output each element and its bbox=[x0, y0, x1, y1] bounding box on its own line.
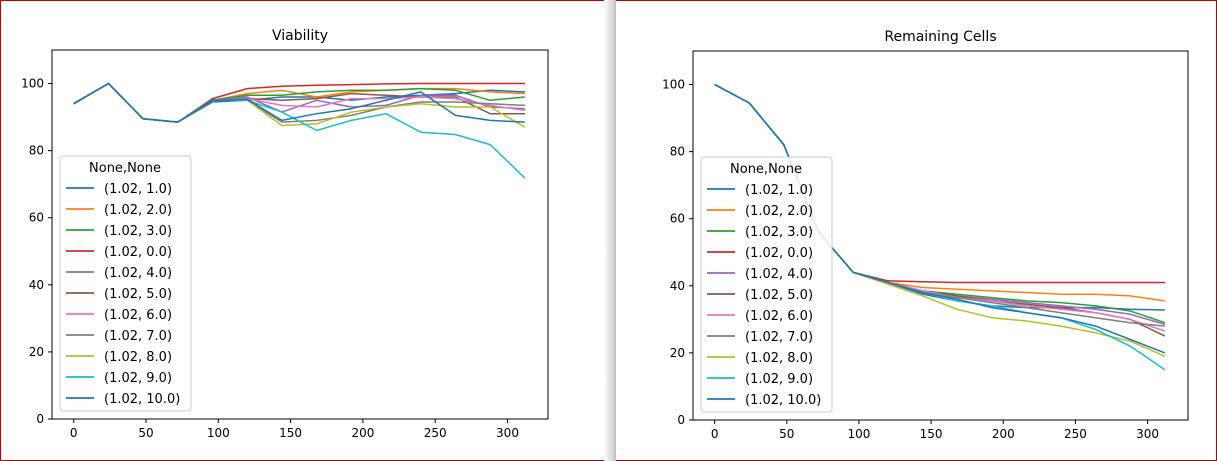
legend-entry-label: (1.02, 3.0) bbox=[745, 225, 813, 240]
legend-entry-label: (1.02, 0.0) bbox=[745, 246, 813, 261]
y-tick-label: 100 bbox=[21, 77, 44, 91]
legend-entry-label: (1.02, 7.0) bbox=[745, 330, 813, 345]
remaining-cells-chart: Remaining Cells 0 50 100 150 200 250 300 0 20 40 6… bbox=[662, 29, 1189, 441]
legend-entry-label: (1.02, 0.0) bbox=[104, 245, 172, 260]
y-tick-label: 80 bbox=[29, 144, 44, 158]
x-tick-label: 50 bbox=[779, 427, 794, 441]
viability-chart-title: Viability bbox=[272, 28, 328, 44]
legend-entry-label: (1.02, 4.0) bbox=[745, 267, 813, 282]
x-tick-label: 0 bbox=[70, 426, 78, 440]
x-tick-label: 150 bbox=[279, 426, 302, 440]
remaining-cells-chart-title: Remaining Cells bbox=[884, 29, 996, 45]
viability-chart: Viability 0 50 100 150 200 250 300 0 20 40 60 80 100… bbox=[21, 28, 549, 440]
legend-entry-label: (1.02, 6.0) bbox=[745, 309, 813, 324]
legend-entry-label: (1.02, 8.0) bbox=[745, 351, 813, 366]
legend-entry-label: (1.02, 9.0) bbox=[745, 372, 813, 387]
legend-title: None,None bbox=[89, 161, 161, 176]
y-tick-label: 80 bbox=[670, 145, 685, 159]
x-tick-label: 200 bbox=[351, 426, 374, 440]
legend-entry-label: (1.02, 4.0) bbox=[104, 266, 172, 281]
y-tick-label: 60 bbox=[670, 212, 685, 226]
x-tick-label: 100 bbox=[848, 427, 871, 441]
y-tick-label: 0 bbox=[677, 413, 685, 427]
x-tick-label: 250 bbox=[424, 426, 447, 440]
legend-entry-label: (1.02, 2.0) bbox=[745, 204, 813, 219]
x-tick-label: 200 bbox=[992, 427, 1015, 441]
y-tick-label: 20 bbox=[670, 346, 685, 360]
legend-entry-label: (1.02, 1.0) bbox=[745, 183, 813, 198]
y-tick-label: 40 bbox=[670, 279, 685, 293]
legend-title: None,None bbox=[730, 162, 802, 177]
legend-entry-label: (1.02, 5.0) bbox=[745, 288, 813, 303]
x-tick-label: 100 bbox=[207, 426, 230, 440]
legend-entry-label: (1.02, 7.0) bbox=[104, 329, 172, 344]
series-line-10 bbox=[73, 82, 525, 123]
legend-entry-label: (1.02, 8.0) bbox=[104, 350, 172, 365]
y-tick-label: 40 bbox=[29, 278, 44, 292]
x-tick-label: 0 bbox=[711, 427, 719, 441]
x-tick-label: 300 bbox=[1136, 427, 1159, 441]
x-tick-label: 50 bbox=[138, 426, 153, 440]
window-separator bbox=[604, 0, 616, 461]
legend-box bbox=[700, 156, 833, 413]
x-tick-label: 250 bbox=[1064, 427, 1087, 441]
legend-entry-label: (1.02, 9.0) bbox=[104, 371, 172, 386]
y-tick-label: 20 bbox=[29, 345, 44, 359]
x-tick-label: 300 bbox=[496, 426, 519, 440]
y-tick-label: 60 bbox=[29, 211, 44, 225]
plot-area-frame bbox=[51, 49, 549, 420]
y-tick-label: 0 bbox=[36, 412, 44, 426]
legend-entry-label: (1.02, 6.0) bbox=[104, 308, 172, 323]
legend-box bbox=[59, 155, 192, 412]
y-tick-label: 100 bbox=[662, 78, 685, 92]
legend-entry-label: (1.02, 10.0) bbox=[745, 393, 821, 408]
legend-entry-label: (1.02, 10.0) bbox=[104, 392, 180, 407]
legend-entry-label: (1.02, 5.0) bbox=[104, 287, 172, 302]
legend-entry-label: (1.02, 3.0) bbox=[104, 224, 172, 239]
legend-entry-label: (1.02, 2.0) bbox=[104, 203, 172, 218]
x-tick-label: 150 bbox=[920, 427, 943, 441]
plot-area-frame bbox=[692, 50, 1189, 421]
legend-entry-label: (1.02, 1.0) bbox=[104, 182, 172, 197]
